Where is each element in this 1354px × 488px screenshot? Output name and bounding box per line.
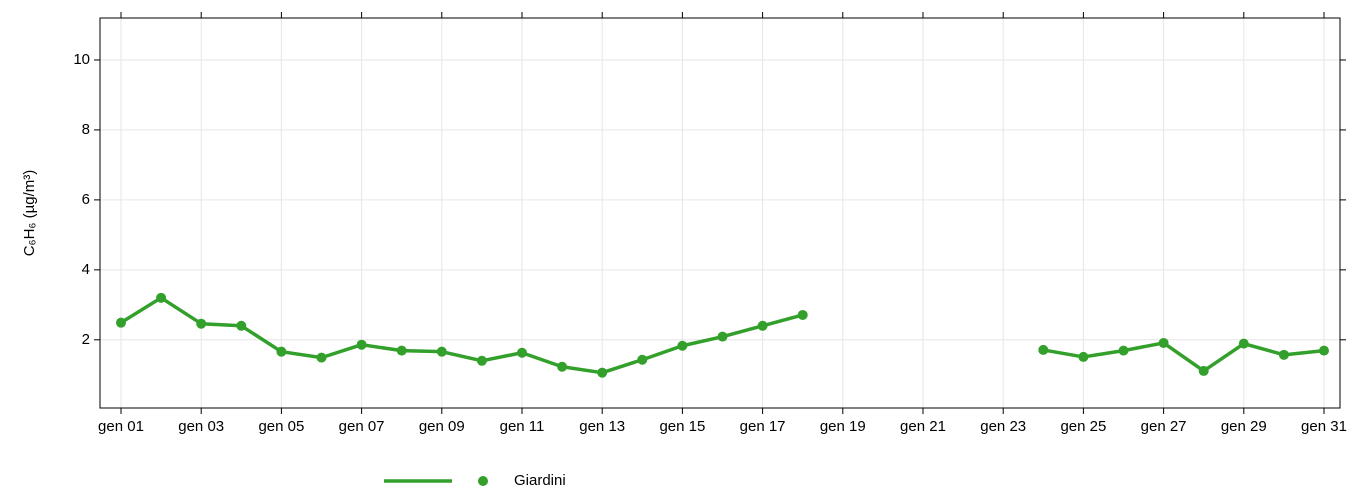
- data-point: [717, 331, 728, 342]
- data-point: [476, 355, 487, 366]
- x-tick-label: gen 15: [659, 418, 705, 435]
- legend-label: Giardini: [514, 472, 566, 488]
- y-tick-label: 8: [82, 121, 90, 138]
- series-line: [120, 296, 1325, 375]
- data-point: [597, 367, 608, 378]
- data-point: [356, 339, 367, 350]
- data-point: [1118, 345, 1129, 356]
- x-tick-label: gen 21: [900, 418, 946, 435]
- data-point: [156, 292, 167, 303]
- x-tick-label: gen 23: [980, 418, 1026, 435]
- y-tick-label: 4: [82, 261, 90, 278]
- data-point: [757, 320, 768, 331]
- data-point: [116, 317, 126, 328]
- data-point: [1238, 338, 1249, 349]
- data-point: [797, 309, 808, 320]
- data-point: [316, 352, 327, 363]
- data-point: [637, 354, 648, 365]
- x-tick-label: gen 09: [419, 418, 465, 435]
- data-point: [1319, 345, 1329, 356]
- data-point: [1198, 365, 1209, 376]
- x-tick-label: gen 11: [500, 418, 545, 435]
- legend-marker: [478, 476, 488, 486]
- x-tick-label: gen 25: [1060, 418, 1106, 435]
- data-point: [1278, 349, 1289, 360]
- data-point: [436, 346, 447, 357]
- plot-frame: [99, 17, 1341, 409]
- x-tick-label: gen 27: [1141, 418, 1187, 435]
- x-tick-label: gen 19: [820, 418, 866, 435]
- data-point: [396, 345, 407, 356]
- data-point: [1038, 344, 1049, 355]
- data-point: [1078, 351, 1089, 362]
- x-tick-label: gen 03: [178, 418, 224, 435]
- y-tick-label: 10: [73, 51, 90, 68]
- x-tick-label: gen 31: [1301, 418, 1347, 435]
- x-tick-label: gen 29: [1221, 418, 1267, 435]
- x-tick-label: gen 01: [98, 418, 144, 435]
- y-tick-label: 2: [82, 331, 90, 348]
- data-point: [677, 340, 688, 351]
- data-point: [557, 361, 568, 372]
- data-point: [196, 318, 207, 329]
- data-point: [276, 346, 287, 357]
- x-tick-label: gen 17: [740, 418, 786, 435]
- data-point: [236, 320, 247, 331]
- x-tick-label: gen 05: [258, 418, 304, 435]
- data-point: [1158, 337, 1169, 348]
- y-tick-label: 6: [82, 191, 90, 208]
- y-axis-label: C₆H₆ (µg/m³): [21, 170, 38, 257]
- x-tick-label: gen 07: [339, 418, 385, 435]
- data-point: [517, 347, 527, 358]
- x-tick-label: gen 13: [579, 418, 625, 435]
